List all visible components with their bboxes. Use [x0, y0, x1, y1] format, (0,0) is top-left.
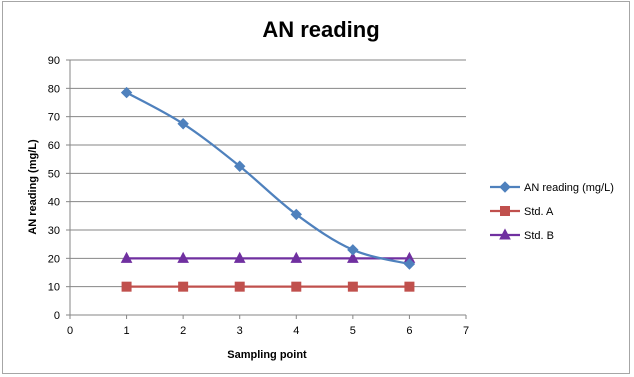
series-1 [121, 281, 415, 292]
y-tick-label: 10 [48, 282, 60, 294]
data-point [120, 86, 133, 99]
data-point [120, 251, 133, 263]
data-point [121, 281, 132, 292]
series-0 [120, 86, 416, 270]
series-line [126, 91, 410, 266]
data-point [347, 281, 358, 292]
legend-marker [499, 181, 511, 193]
legend-marker [500, 206, 510, 216]
x-tick-label: 0 [67, 325, 73, 337]
y-tick-labels: 0 10 20 30 40 50 60 70 80 90 [48, 55, 60, 322]
y-tick-label: 90 [48, 55, 60, 67]
legend-item: Std. B [490, 228, 554, 242]
data-point [233, 251, 246, 263]
series-2 [120, 251, 416, 263]
legend-marker [499, 228, 511, 240]
data-point [347, 244, 359, 256]
y-tick-label: 0 [54, 310, 60, 322]
y-tick-label: 50 [48, 168, 60, 180]
legend-label: AN reading (mg/L) [524, 182, 614, 194]
y-tick-label: 70 [48, 112, 60, 124]
x-tick-label: 7 [463, 325, 469, 337]
legend-item: AN reading (mg/L) [490, 181, 614, 194]
data-point [291, 281, 302, 292]
x-tick-label: 3 [237, 325, 243, 337]
data-point [178, 281, 189, 292]
data-point [290, 208, 302, 221]
x-tick-labels: 0 1 2 3 4 5 6 7 [67, 325, 469, 337]
x-tick-label: 4 [293, 325, 299, 337]
data-point [177, 251, 189, 263]
data-point [347, 251, 359, 263]
y-tick-label: 30 [48, 225, 60, 237]
chart-title: AN reading [262, 17, 379, 42]
x-axis-title: Sampling point [227, 349, 307, 361]
data-point [234, 281, 245, 292]
y-tick-label: 20 [48, 253, 60, 265]
y-axis-title: AN reading (mg/L) [27, 139, 39, 235]
x-tick-label: 1 [124, 325, 130, 337]
x-tick-label: 6 [406, 325, 412, 337]
data-point [177, 118, 189, 130]
legend: AN reading (mg/L) Std. A Std. B [490, 181, 614, 242]
series-group [120, 86, 416, 292]
legend-item: Std. A [490, 206, 554, 218]
x-tick-label: 2 [180, 325, 186, 337]
legend-label: Std. B [524, 230, 554, 242]
data-point [234, 160, 246, 172]
legend-label: Std. A [524, 206, 554, 218]
y-tick-label: 80 [48, 83, 60, 95]
x-tick-label: 5 [350, 325, 356, 337]
data-point [290, 251, 303, 263]
data-point [403, 258, 416, 270]
axes [66, 59, 467, 319]
data-point [404, 281, 415, 292]
y-tick-label: 60 [48, 140, 60, 152]
y-tick-label: 40 [48, 197, 60, 209]
